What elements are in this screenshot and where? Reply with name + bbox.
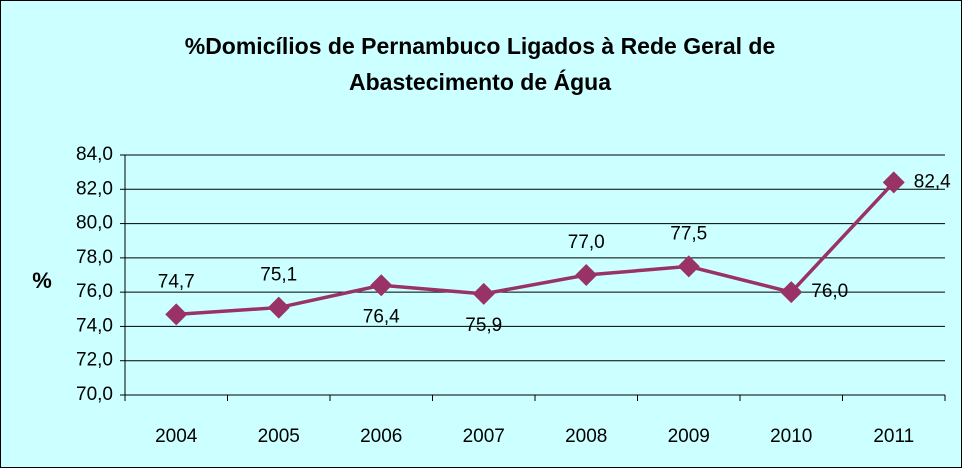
data-label: 75,9 xyxy=(465,315,502,336)
x-tick-label: 2008 xyxy=(565,426,607,447)
x-tick-label: 2007 xyxy=(463,426,505,447)
data-point xyxy=(370,274,393,297)
y-tick-label: 74,0 xyxy=(76,315,113,336)
data-point xyxy=(165,303,188,326)
data-point xyxy=(267,296,290,319)
data-label: 76,0 xyxy=(811,281,848,302)
y-tick-label: 80,0 xyxy=(76,213,113,234)
y-axis-label: % xyxy=(32,268,52,293)
x-tick-label: 2009 xyxy=(668,426,710,447)
x-tick-label: 2004 xyxy=(155,426,198,447)
y-tick-label: 78,0 xyxy=(76,247,113,268)
y-tick-label: 72,0 xyxy=(76,350,113,371)
data-label: 82,4 xyxy=(914,171,951,192)
data-label: 74,7 xyxy=(158,271,195,292)
x-tick-label: 2011 xyxy=(873,426,914,447)
data-label: 77,5 xyxy=(670,223,707,244)
series-line xyxy=(176,181,896,317)
x-tick-label: 2005 xyxy=(258,426,300,447)
x-tick-label: 2010 xyxy=(770,426,812,447)
data-label: 75,1 xyxy=(260,265,297,286)
data-point xyxy=(780,281,803,304)
data-point xyxy=(882,171,905,194)
data-point xyxy=(677,255,700,278)
y-tick-label: 70,0 xyxy=(76,384,113,405)
data-label: 77,0 xyxy=(568,232,605,253)
data-label: 76,4 xyxy=(363,306,400,327)
data-point xyxy=(575,264,598,286)
x-tick-label: 2006 xyxy=(360,426,402,447)
chart-title: %Domicílios de Pernambuco Ligados à Rede… xyxy=(185,33,776,59)
y-tick-label: 76,0 xyxy=(76,281,113,302)
data-point xyxy=(472,282,495,305)
y-tick-label: 84,0 xyxy=(76,144,113,165)
chart-title: Abastecimento de Água xyxy=(349,68,611,95)
y-tick-label: 82,0 xyxy=(76,178,113,199)
